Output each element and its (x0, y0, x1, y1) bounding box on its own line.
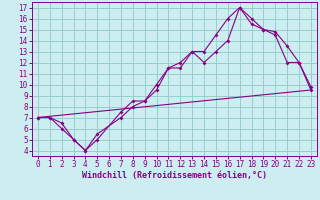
X-axis label: Windchill (Refroidissement éolien,°C): Windchill (Refroidissement éolien,°C) (82, 171, 267, 180)
